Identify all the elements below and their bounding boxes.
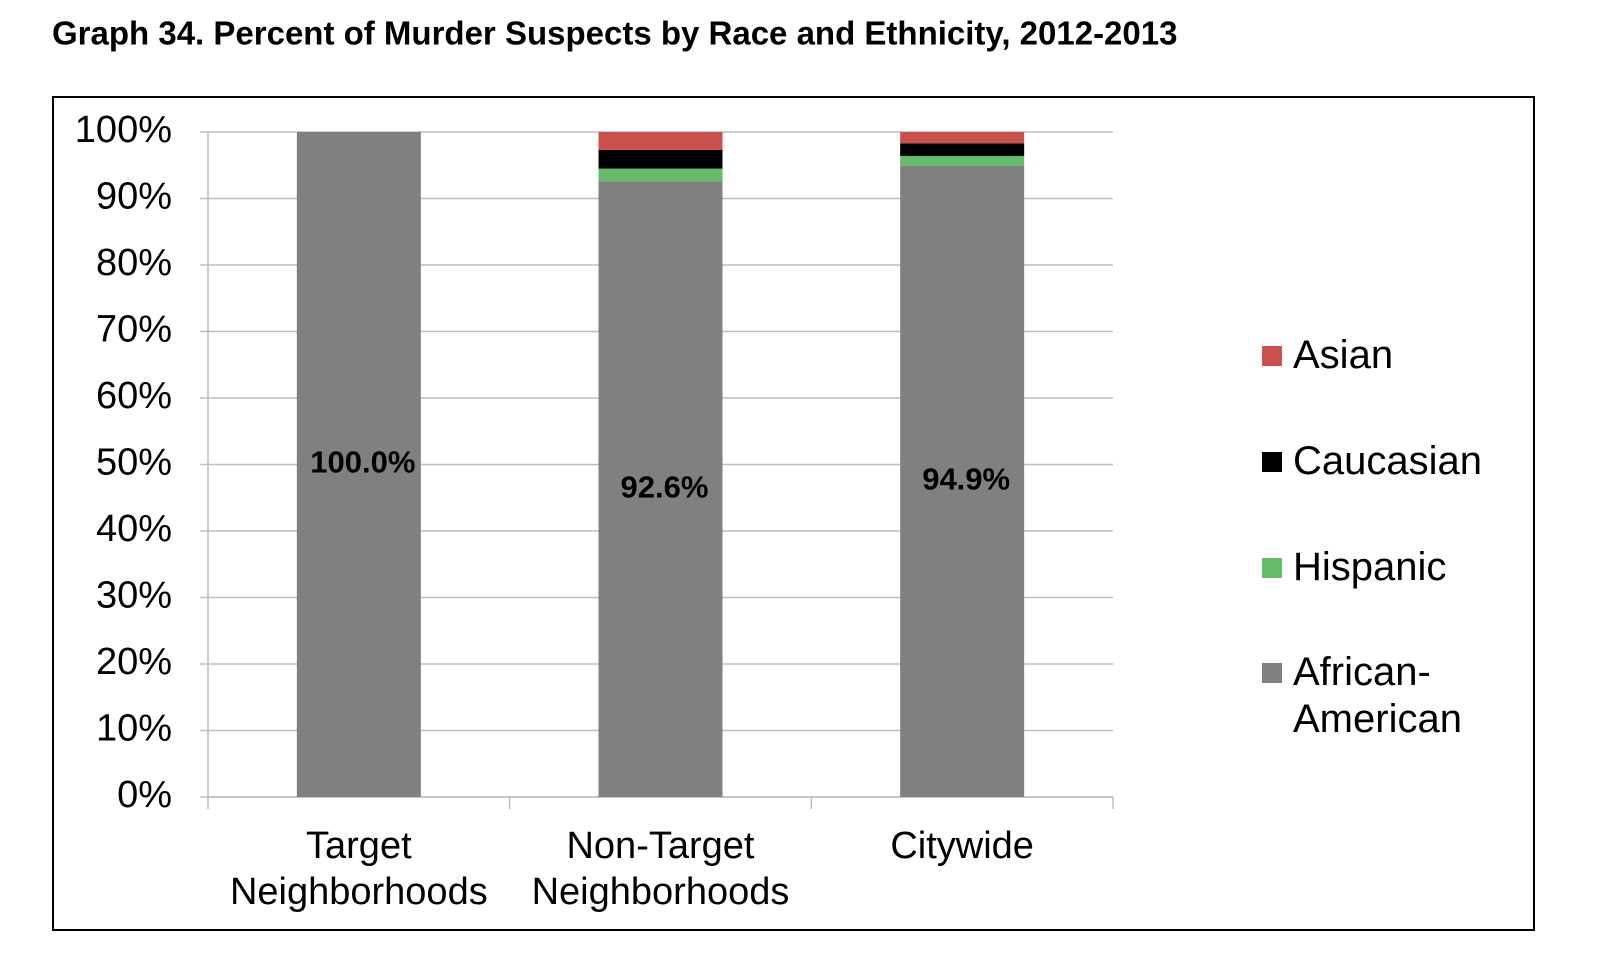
y-tick-label: 90% [96,176,172,218]
legend-swatch [1262,558,1282,578]
bar-segment [598,181,723,797]
chart-title: Graph 34. Percent of Murder Suspects by … [52,15,1177,52]
legend-swatch [1262,663,1282,683]
bar-segment [598,132,723,150]
legend-label: Hispanic [1293,545,1447,589]
x-tick-label: Citywide [890,825,1034,867]
y-tick-label: 30% [96,575,172,617]
y-tick-label: 10% [96,708,172,750]
y-tick-label: 20% [96,641,172,683]
legend-label: African-American [1293,650,1462,741]
y-tick-label: 40% [96,508,172,550]
y-tick-label: 70% [96,309,172,351]
bar-segment [900,165,1025,798]
data-label: 92.6% [621,469,709,504]
bar-segment [900,132,1025,144]
legend-label: Caucasian [1293,439,1483,483]
bar-segment [598,168,723,182]
data-label: 94.9% [922,462,1010,497]
legend-swatch [1262,346,1282,366]
y-tick-label: 100% [75,109,172,151]
data-label: 100.0% [310,445,415,480]
x-tick-label: Target Neighborhoods [229,825,488,913]
y-tick-label: 80% [96,242,172,284]
bar-segment [900,143,1025,156]
chart-frame [52,96,1535,931]
x-tick-label: Non-Target Neighborhoods [531,825,790,913]
y-tick-label: 60% [96,375,172,417]
legend-label: Asian [1293,333,1394,377]
y-tick-label: 0% [117,774,172,816]
bar-segment [598,149,723,169]
bar-segment [900,155,1025,166]
y-tick-label: 50% [96,442,172,484]
legend-swatch [1262,452,1282,472]
bar-segment [296,132,421,797]
